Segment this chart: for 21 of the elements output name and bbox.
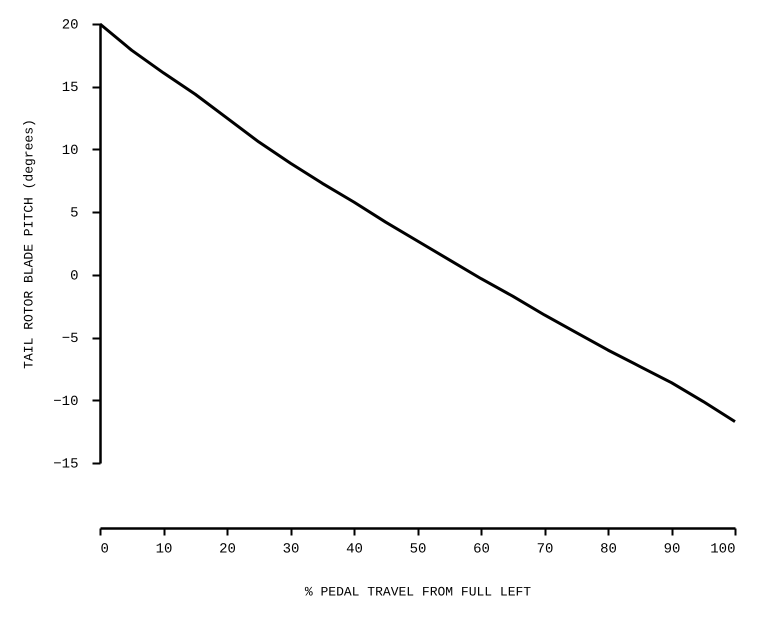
x-axis-title: % PEDAL TRAVEL FROM FULL LEFT <box>304 584 532 600</box>
y-tick-label: 5 <box>70 206 78 222</box>
x-tick-label: 70 <box>536 542 554 558</box>
x-tick-label: 50 <box>410 542 426 558</box>
x-tick-label: 90 <box>664 542 680 558</box>
y-tick-label: 10 <box>62 142 78 159</box>
x-tick-label: 10 <box>156 542 172 558</box>
y-tick-label: 15 <box>62 80 78 96</box>
y-tick-label: −5 <box>62 331 78 348</box>
y-tick-label: 20 <box>62 18 78 34</box>
x-tick-label: 0 <box>100 542 109 558</box>
y-tick-label: 0 <box>70 268 78 284</box>
x-tick-label: 20 <box>219 542 236 558</box>
y-tick-label: −15 <box>53 456 78 472</box>
y-tick-label: −10 <box>53 394 78 410</box>
y-axis-title: TAIL ROTOR BLADE PITCH (degrees) <box>21 119 36 369</box>
x-tick-label: 60 <box>473 542 490 558</box>
x-tick-label: 100 <box>710 542 736 558</box>
x-tick-label: 30 <box>282 542 300 558</box>
x-tick-label: 40 <box>346 542 363 558</box>
x-tick-label: 80 <box>600 542 617 558</box>
